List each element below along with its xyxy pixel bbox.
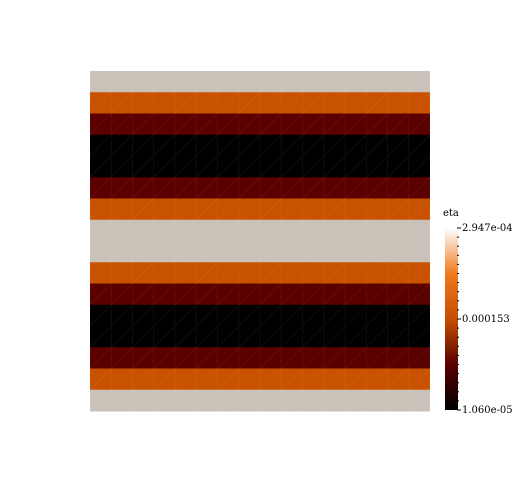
field-band <box>90 71 430 93</box>
field-band <box>90 347 430 369</box>
colorbar: eta 2.947e-04 0.000153 1.060e-05 <box>443 208 513 416</box>
field-band <box>90 92 430 114</box>
field-band <box>90 177 430 199</box>
colorbar-ticks <box>457 227 461 411</box>
colorbar-mid-label: 0.000153 <box>462 314 510 325</box>
field-band <box>90 283 430 306</box>
mesh-lines <box>90 71 430 411</box>
field-band <box>90 304 430 348</box>
colorbar-gradient <box>445 228 458 410</box>
field-band <box>90 389 430 412</box>
colorbar-min-label: 1.060e-05 <box>462 405 513 416</box>
field-band <box>90 368 430 391</box>
field-plot <box>90 71 430 412</box>
field-band <box>90 219 430 263</box>
colorbar-title: eta <box>443 208 459 219</box>
colorbar-max-label: 2.947e-04 <box>462 223 513 234</box>
field-band <box>90 262 430 284</box>
field-band <box>90 134 430 178</box>
field-band <box>90 198 430 221</box>
mesh-overlay <box>90 71 430 411</box>
field-band <box>90 113 430 136</box>
